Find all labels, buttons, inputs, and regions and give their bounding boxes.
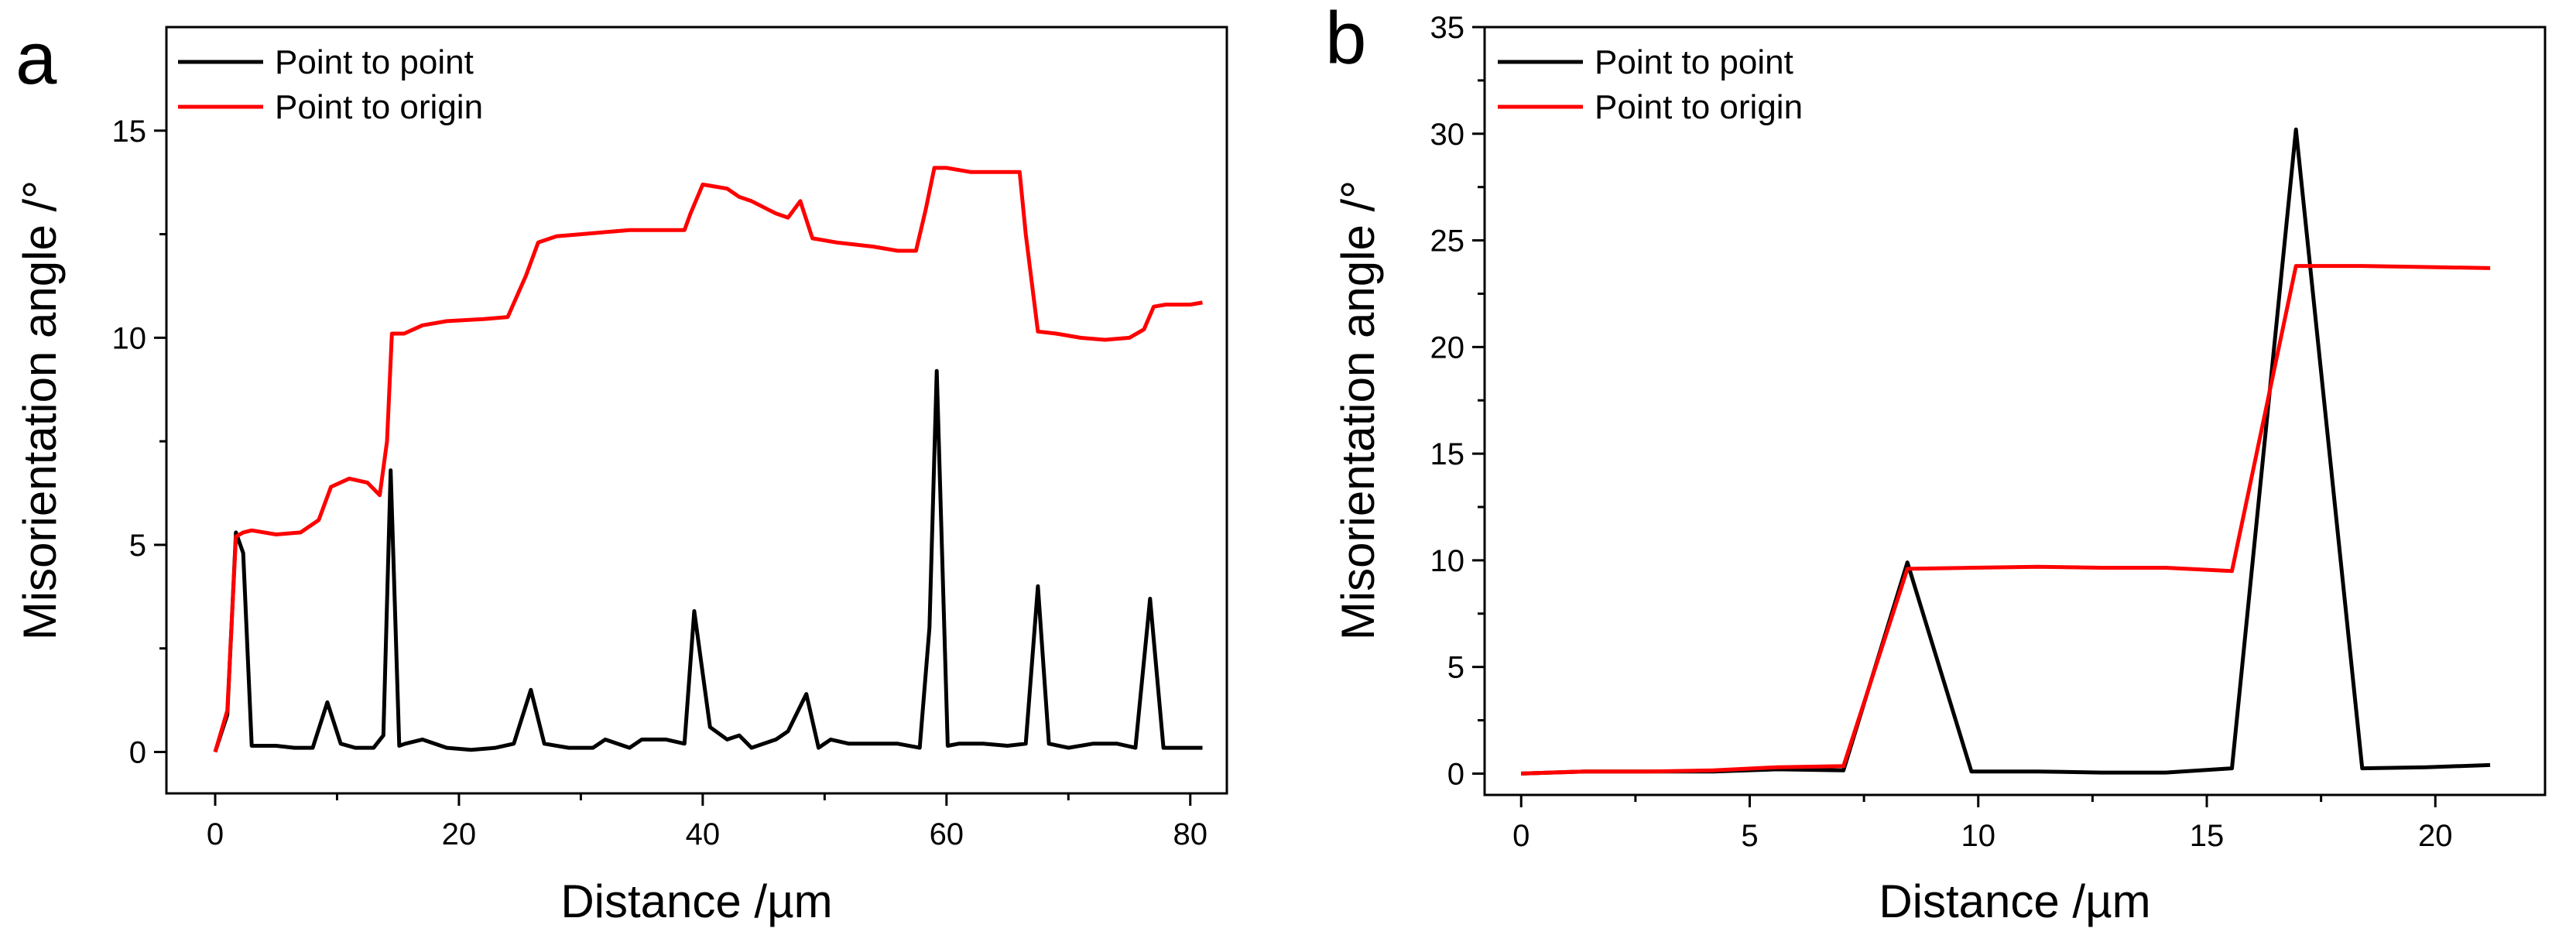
legend-b: Point to point Point to origin	[1498, 43, 1803, 126]
x-tick-label: 80	[1173, 817, 1208, 851]
y-tick-label: 0	[1447, 757, 1464, 791]
series-line-point-to-origin	[213, 166, 1203, 753]
series-line-point-to-origin	[1521, 264, 2491, 776]
y-tick-label: 10	[112, 321, 147, 355]
y-tick-label: 35	[1430, 11, 1465, 45]
ticks-a: 0 20 40 60 80 0 5 10 15	[112, 115, 1208, 851]
y-tick-label: 25	[1430, 224, 1465, 259]
x-tick-label: 15	[2190, 819, 2225, 853]
x-tick-label: 20	[442, 817, 477, 851]
x-tick-label: 5	[1741, 819, 1758, 853]
x-tick-label: 10	[1961, 819, 1996, 853]
panel-b: b 0 5 10 15 20 0 5 10 15 20 25 30 35 Distance /µm Mi…	[1325, 0, 2547, 927]
panel-letter-a: a	[15, 17, 57, 100]
plot-frame-b	[1483, 26, 2547, 796]
y-tick-label: 30	[1430, 118, 1465, 152]
y-tick-label: 15	[112, 115, 147, 149]
legend-label: Point to point	[275, 43, 474, 81]
panel-letter-b: b	[1325, 0, 1366, 80]
y-tick-label: 5	[129, 529, 146, 563]
plot-frame-a	[165, 26, 1228, 795]
x-tick-label: 0	[1512, 819, 1530, 853]
x-axis-title-b: Distance /µm	[1879, 875, 2150, 927]
panel-a: a 0 20 40 60 80 0 5 10 15 Distance /µm Misorient…	[14, 17, 1228, 927]
series-line-point-to-point	[213, 368, 1203, 753]
x-tick-label: 60	[930, 817, 964, 851]
y-axis-title-a: Misorientation angle /°	[14, 180, 66, 640]
y-tick-label: 15	[1430, 437, 1465, 471]
x-tick-label: 0	[207, 817, 224, 851]
series-group-a	[213, 166, 1203, 753]
y-tick-label: 20	[1430, 331, 1465, 365]
legend-label: Point to origin	[1595, 88, 1803, 126]
legend-label: Point to point	[1595, 43, 1793, 81]
series-group-b	[1521, 127, 2491, 776]
series-line-point-to-point	[1521, 127, 2491, 776]
y-tick-label: 0	[129, 735, 146, 769]
y-tick-label: 5	[1447, 651, 1464, 685]
legend-a: Point to point Point to origin	[178, 43, 483, 126]
x-tick-label: 40	[686, 817, 721, 851]
x-axis-title-a: Distance /µm	[560, 875, 832, 927]
x-tick-label: 20	[2418, 819, 2453, 853]
legend-label: Point to origin	[275, 88, 483, 126]
ticks-b: 0 5 10 15 20 0 5 10 15 20 25 30 35	[1430, 11, 2453, 853]
y-tick-label: 10	[1430, 544, 1465, 578]
y-axis-title-b: Misorientation angle /°	[1332, 180, 1384, 640]
